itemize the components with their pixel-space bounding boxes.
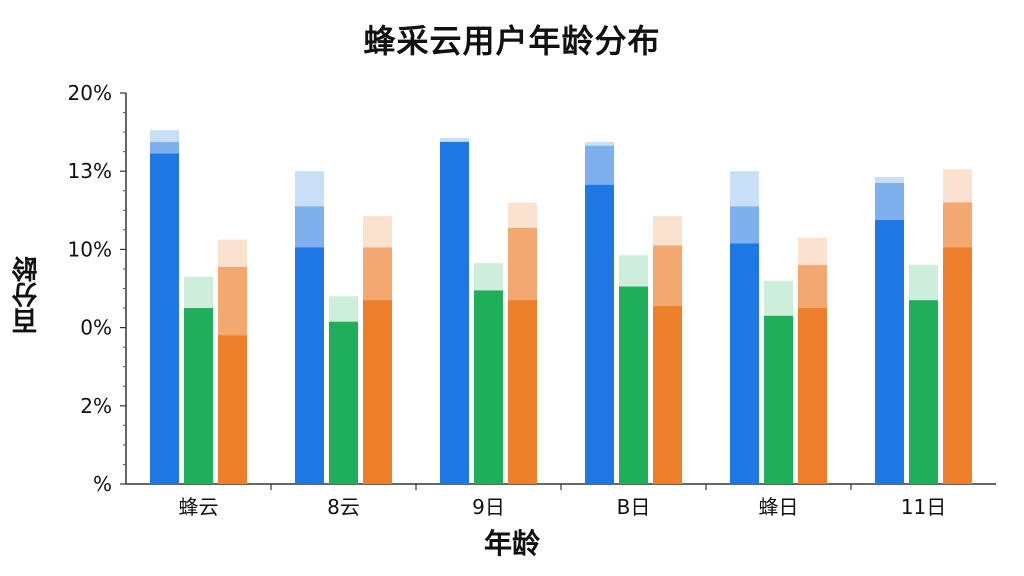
- bar: [909, 300, 938, 484]
- bars: [150, 130, 972, 485]
- bar: [653, 306, 682, 484]
- bar: [474, 290, 503, 484]
- y-tick-label: 10%: [68, 237, 112, 261]
- bar: [363, 300, 392, 484]
- x-axis-label: 年龄: [483, 527, 540, 560]
- x-tick-label: 9日: [472, 495, 505, 519]
- bar: [585, 184, 614, 484]
- y-tick-label: 0%: [80, 316, 112, 340]
- bar: [329, 321, 358, 484]
- axes: [125, 93, 996, 485]
- y-tick-label: 2%: [80, 394, 112, 418]
- bar: [508, 300, 537, 484]
- chart-title: 蜂采云用户年龄分布: [363, 22, 661, 60]
- y-tick-label: 20%: [68, 81, 112, 105]
- x-tick-label: 蜂云: [179, 495, 219, 519]
- bar: [150, 153, 179, 485]
- bar: [440, 141, 469, 484]
- bar: [218, 335, 247, 484]
- bar: [619, 286, 648, 484]
- x-tick-label: 8云: [327, 495, 360, 519]
- y-tick-label: 13%: [68, 159, 112, 183]
- x-tick-label: 蜂日: [759, 495, 799, 519]
- y-tick-label: %: [93, 472, 112, 496]
- bar: [764, 315, 793, 484]
- bar: [943, 247, 972, 484]
- bar: [875, 220, 904, 484]
- x-ticks: 蜂云 8云 9日 B日 蜂日 11日: [179, 484, 946, 519]
- x-tick-label: B日: [617, 495, 651, 519]
- bar: [295, 247, 324, 484]
- x-tick-label: 11日: [901, 495, 946, 519]
- bar: [184, 308, 213, 484]
- y-ticks: 20% 13% 10% 0% 2%%: [68, 81, 126, 496]
- bar: [730, 243, 759, 484]
- bar: [798, 308, 827, 484]
